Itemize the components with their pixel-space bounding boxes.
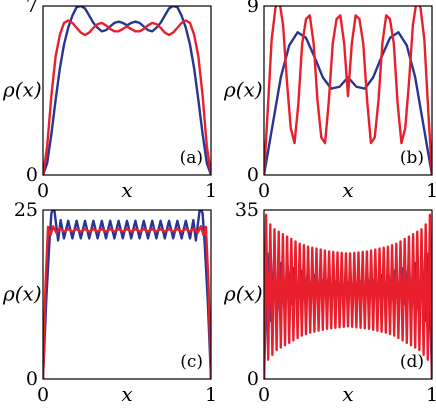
panel-label: (d) xyxy=(400,352,424,372)
series-line-1 xyxy=(264,31,432,175)
chart-panel-3: 0 25 0 1 x ρ(x) (c) xyxy=(2,199,217,406)
series-line-2 xyxy=(264,213,432,379)
series-line-1 xyxy=(43,6,211,175)
y-tick-label: 7 xyxy=(26,0,38,17)
x-tick-label: 0 xyxy=(258,180,270,202)
series-group xyxy=(264,213,432,379)
panel-label: (c) xyxy=(180,352,203,372)
series-group xyxy=(43,6,211,175)
plot-frame xyxy=(263,209,433,380)
x-axis-label: x xyxy=(121,178,132,202)
y-axis-label: ρ(x) xyxy=(223,78,263,102)
y-tick-label: 0 xyxy=(247,368,259,390)
y-tick-label: 0 xyxy=(26,368,38,390)
chart-panel-1: 0 7 0 1 x ρ(x) (a) xyxy=(2,0,217,202)
series-group xyxy=(43,210,211,379)
series-line-1 xyxy=(43,210,211,379)
y-tick-label: 25 xyxy=(14,199,38,221)
y-tick-label: 0 xyxy=(26,164,38,186)
series-line-2 xyxy=(264,6,432,175)
panel-label: (a) xyxy=(180,148,203,168)
plot-frame xyxy=(42,209,212,380)
x-tick-label: 1 xyxy=(205,384,217,406)
x-axis-label: x xyxy=(342,178,353,202)
plot-frame xyxy=(263,5,433,176)
series-line-2 xyxy=(43,225,211,379)
x-axis-label: x xyxy=(121,382,132,406)
x-tick-label: 1 xyxy=(426,384,436,406)
y-tick-label: 9 xyxy=(247,0,259,17)
y-tick-label: 0 xyxy=(247,164,259,186)
x-tick-label: 1 xyxy=(426,180,436,202)
series-line-2 xyxy=(43,19,211,175)
y-axis-label: ρ(x) xyxy=(2,282,42,306)
x-tick-label: 0 xyxy=(37,384,49,406)
y-axis-label: ρ(x) xyxy=(2,78,42,102)
chart-panel-4: 0 35 0 1 x ρ(x) (d) xyxy=(223,199,436,406)
plot-frame xyxy=(42,5,212,176)
x-axis-label: x xyxy=(342,382,353,406)
y-tick-label: 35 xyxy=(235,199,259,221)
x-tick-label: 1 xyxy=(205,180,217,202)
chart-panel-2: 0 9 0 1 x ρ(x) (b) xyxy=(223,0,436,202)
x-tick-label: 0 xyxy=(37,180,49,202)
panel-label: (b) xyxy=(400,148,424,168)
series-group xyxy=(264,6,432,175)
y-axis-label: ρ(x) xyxy=(223,282,263,306)
x-tick-label: 0 xyxy=(258,384,270,406)
